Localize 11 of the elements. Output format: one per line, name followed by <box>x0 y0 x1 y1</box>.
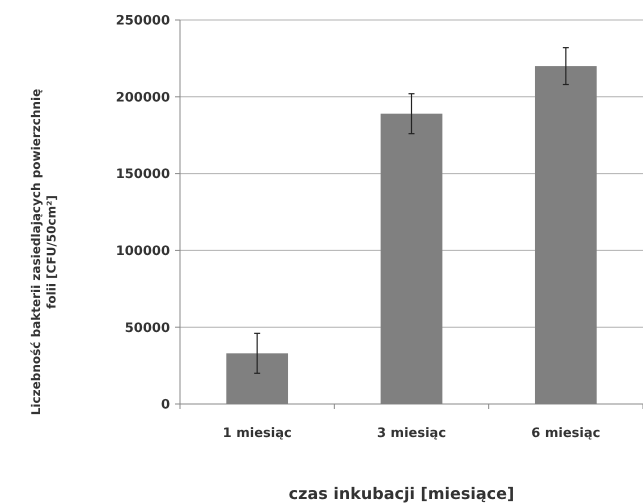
x-axis-title: czas inkubacji [miesiące] <box>288 484 514 503</box>
y-tick-label: 250000 <box>116 14 170 29</box>
y-tick-label: 100000 <box>116 244 170 259</box>
y-tick-label: 200000 <box>116 90 170 106</box>
y-tick-label: 50000 <box>124 320 170 336</box>
x-tick-label: 6 miesiąc <box>531 426 600 441</box>
y-tick-label: 0 <box>160 398 170 413</box>
y-axis-title: Liczebność bakterii zasiedlających powierzchnię folii [CFU/50cm²] <box>29 88 59 416</box>
y-tick-label: 150000 <box>116 167 170 182</box>
x-tick-label: 1 miesiąc <box>222 426 292 441</box>
x-tick-label: 3 miesiąc <box>376 426 446 441</box>
